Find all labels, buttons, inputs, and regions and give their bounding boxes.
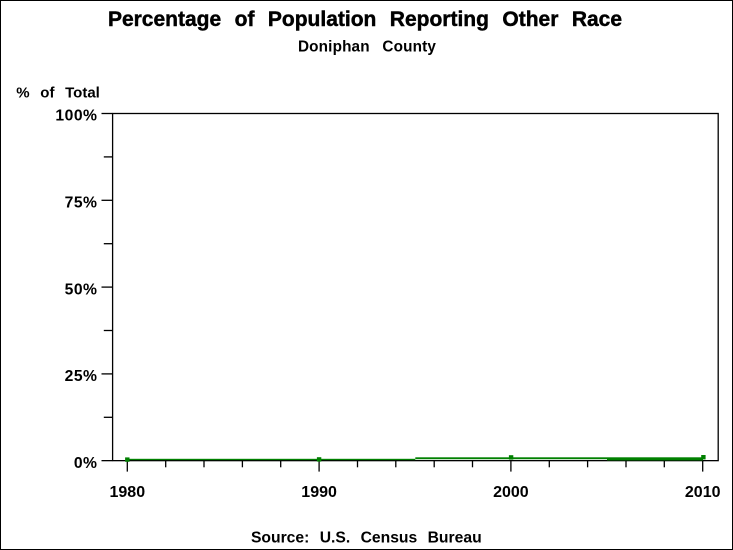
svg-text:2000: 2000: [493, 484, 529, 501]
svg-text:0%: 0%: [74, 455, 98, 472]
svg-text:25%: 25%: [65, 368, 98, 385]
svg-text:Source: U.S. Census Bureau: Source: U.S. Census Bureau: [251, 529, 482, 546]
svg-text:1990: 1990: [301, 484, 337, 501]
svg-text:100%: 100%: [55, 108, 97, 125]
svg-text:Percentage of Population Repor: Percentage of Population Reporting Other…: [108, 8, 622, 31]
svg-text:Doniphan County: Doniphan County: [298, 39, 436, 56]
svg-text:% of Total: % of Total: [16, 85, 100, 102]
svg-text:75%: 75%: [65, 195, 98, 212]
svg-text:50%: 50%: [65, 281, 98, 298]
svg-text:1980: 1980: [110, 484, 146, 501]
svg-text:2010: 2010: [685, 484, 721, 501]
